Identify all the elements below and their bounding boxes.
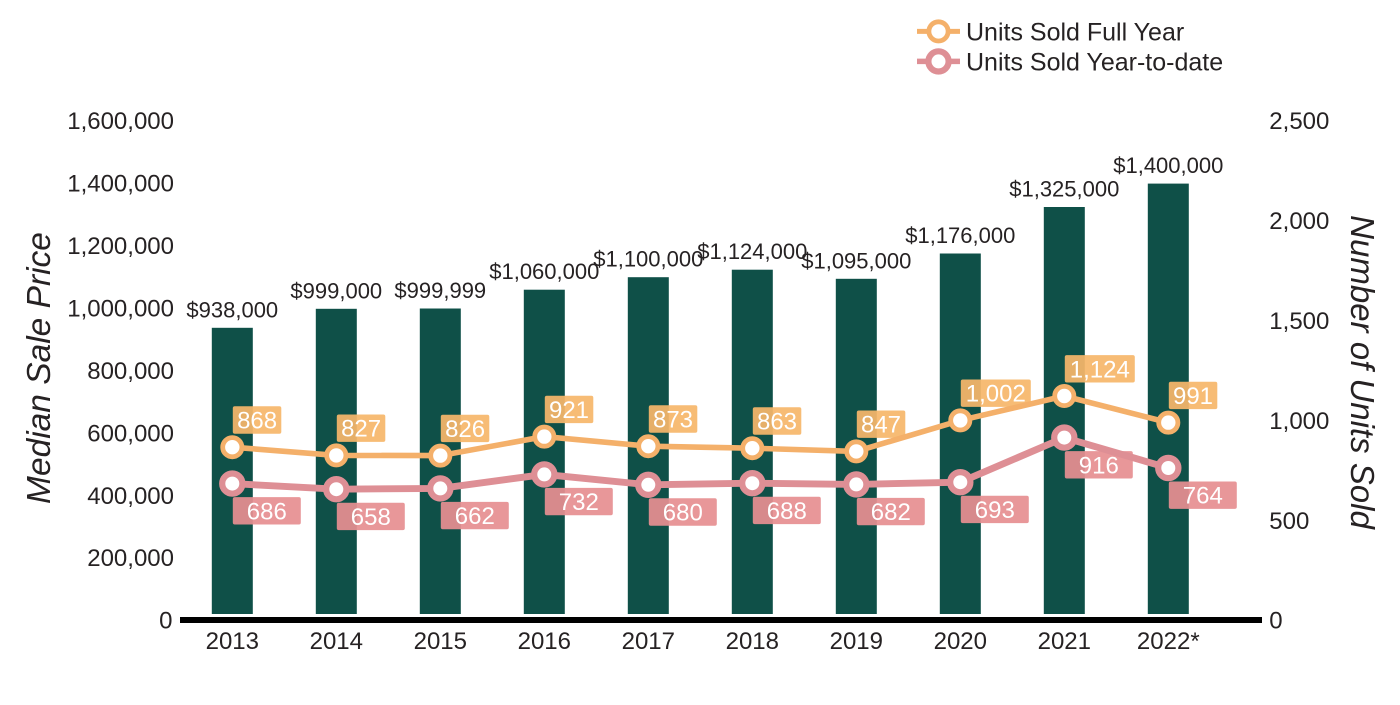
svg-text:800,000: 800,000 bbox=[87, 358, 174, 385]
svg-text:732: 732 bbox=[559, 489, 599, 516]
svg-text:2019: 2019 bbox=[830, 628, 883, 655]
svg-text:764: 764 bbox=[1183, 483, 1223, 510]
svg-text:500: 500 bbox=[1269, 508, 1309, 535]
svg-text:$1,400,000: $1,400,000 bbox=[1113, 153, 1223, 178]
svg-text:Units Sold Full Year: Units Sold Full Year bbox=[966, 18, 1184, 46]
svg-text:2018: 2018 bbox=[726, 628, 779, 655]
svg-text:1,400,000: 1,400,000 bbox=[67, 171, 174, 198]
svg-text:658: 658 bbox=[351, 504, 391, 531]
svg-text:2020: 2020 bbox=[934, 628, 987, 655]
svg-text:863: 863 bbox=[757, 409, 797, 436]
svg-text:2,000: 2,000 bbox=[1269, 208, 1329, 235]
svg-text:873: 873 bbox=[653, 407, 693, 434]
svg-text:600,000: 600,000 bbox=[87, 420, 174, 447]
svg-text:847: 847 bbox=[861, 412, 901, 439]
svg-text:$1,325,000: $1,325,000 bbox=[1009, 177, 1119, 202]
svg-text:$1,060,000: $1,060,000 bbox=[489, 259, 599, 284]
svg-text:$1,095,000: $1,095,000 bbox=[801, 248, 911, 273]
svg-text:Number of Units Sold: Number of Units Sold bbox=[1344, 215, 1381, 530]
svg-text:1,124: 1,124 bbox=[1070, 356, 1130, 383]
svg-text:2016: 2016 bbox=[518, 628, 571, 655]
svg-text:693: 693 bbox=[975, 497, 1015, 524]
svg-text:2021: 2021 bbox=[1038, 628, 1091, 655]
svg-text:682: 682 bbox=[871, 499, 911, 526]
svg-text:991: 991 bbox=[1173, 383, 1213, 410]
svg-text:0: 0 bbox=[1269, 608, 1282, 635]
svg-text:916: 916 bbox=[1079, 452, 1119, 479]
svg-text:$1,124,000: $1,124,000 bbox=[697, 239, 807, 264]
svg-text:688: 688 bbox=[767, 498, 807, 525]
svg-text:$1,100,000: $1,100,000 bbox=[593, 247, 703, 272]
svg-text:1,500: 1,500 bbox=[1269, 308, 1329, 335]
svg-text:$999,000: $999,000 bbox=[290, 278, 382, 303]
svg-text:200,000: 200,000 bbox=[87, 545, 174, 572]
svg-text:2013: 2013 bbox=[206, 628, 259, 655]
svg-text:$1,176,000: $1,176,000 bbox=[905, 223, 1015, 248]
svg-text:400,000: 400,000 bbox=[87, 483, 174, 510]
svg-text:Median Sale Price: Median Sale Price bbox=[21, 232, 58, 504]
svg-text:2015: 2015 bbox=[414, 628, 467, 655]
svg-text:2014: 2014 bbox=[310, 628, 363, 655]
svg-text:1,200,000: 1,200,000 bbox=[67, 233, 174, 260]
svg-text:662: 662 bbox=[455, 503, 495, 530]
svg-text:$999,999: $999,999 bbox=[394, 278, 486, 303]
svg-text:686: 686 bbox=[247, 498, 287, 525]
svg-text:0: 0 bbox=[159, 608, 172, 635]
svg-text:827: 827 bbox=[341, 416, 381, 443]
svg-text:2,500: 2,500 bbox=[1269, 108, 1329, 135]
svg-text:2017: 2017 bbox=[622, 628, 675, 655]
svg-text:1,000: 1,000 bbox=[1269, 408, 1329, 435]
svg-text:$938,000: $938,000 bbox=[186, 297, 278, 322]
svg-text:826: 826 bbox=[445, 416, 485, 443]
svg-text:868: 868 bbox=[237, 408, 277, 435]
svg-text:1,600,000: 1,600,000 bbox=[67, 108, 174, 135]
svg-text:1,002: 1,002 bbox=[966, 381, 1026, 408]
svg-text:1,000,000: 1,000,000 bbox=[67, 296, 174, 323]
svg-text:Units Sold Year-to-date: Units Sold Year-to-date bbox=[966, 48, 1223, 76]
svg-text:680: 680 bbox=[663, 500, 703, 527]
svg-text:2022*: 2022* bbox=[1137, 628, 1200, 655]
svg-text:921: 921 bbox=[549, 397, 589, 424]
